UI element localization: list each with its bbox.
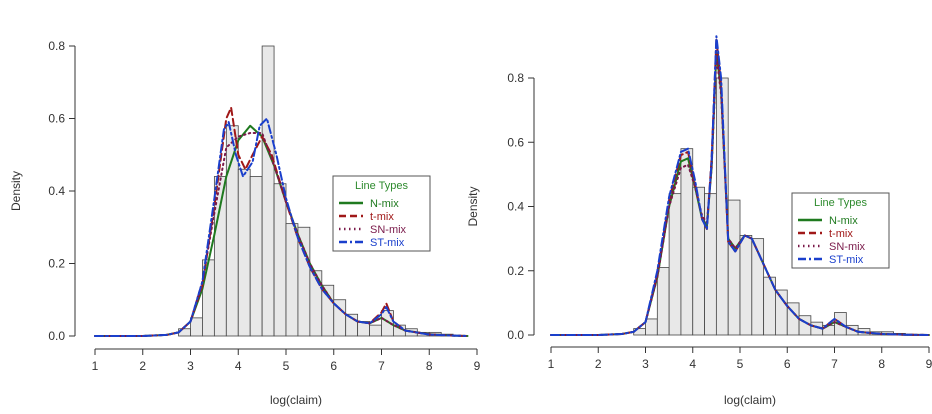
x-tick-label: 7 [378, 359, 385, 373]
histogram [633, 77, 906, 336]
x-tick-label: 9 [474, 359, 481, 373]
y-tick-label: 0.8 [507, 71, 524, 85]
series-line-st-mix [94, 117, 469, 337]
histogram-bar [656, 267, 670, 336]
histogram-bar [273, 183, 287, 337]
legend-box [791, 192, 890, 269]
right-density-plot: 0.0 0.2 0.4 0.6 0.8 1 2 3 4 5 6 7 8 9 log(claim) Densit… [466, 35, 932, 407]
y-axis-title: Density [9, 171, 23, 211]
x-tick-label: 5 [737, 357, 744, 371]
y-tick-label: 0.8 [48, 39, 65, 53]
histogram-bar [692, 186, 705, 336]
y-tick-label: 0.6 [507, 135, 524, 149]
x-tick-label: 6 [330, 359, 337, 373]
x-tick-label: 7 [831, 357, 838, 371]
x-tick-label: 2 [595, 357, 602, 371]
density-curves [550, 35, 930, 336]
y-axis-title: Density [466, 186, 480, 226]
legend-label: t-mix [370, 211, 394, 223]
legend-label: SN-mix [829, 241, 866, 253]
histogram-bar [249, 176, 263, 337]
x-tick-label: 2 [139, 359, 146, 373]
histogram-bar [739, 235, 753, 336]
histogram-bar [237, 168, 251, 337]
histogram-bar [645, 318, 658, 336]
legend-label: ST-mix [370, 237, 405, 249]
legend-title: Line Types [814, 197, 868, 209]
legend-label: N-mix [829, 215, 858, 227]
y-tick-label: 0.0 [507, 328, 524, 342]
legend-label: ST-mix [829, 254, 864, 266]
y-tick-label: 0.2 [48, 257, 65, 271]
histogram-bar [369, 324, 382, 337]
legend-label: SN-mix [370, 224, 407, 236]
y-tick-label: 0.4 [48, 184, 65, 198]
x-tick-label: 4 [235, 359, 242, 373]
density-curves [94, 106, 469, 337]
x-tick-label: 1 [92, 359, 99, 373]
histogram [178, 45, 454, 337]
x-tick-label: 6 [784, 357, 791, 371]
y-tick-label: 0.2 [507, 264, 524, 278]
histogram-bar [261, 45, 275, 337]
histogram-bar [727, 199, 741, 336]
histogram-bar [190, 317, 203, 337]
x-tick-label: 8 [878, 357, 885, 371]
histogram-bar [668, 193, 682, 336]
x-tick-label: 8 [426, 359, 433, 373]
x-axis-title: log(claim) [270, 393, 322, 407]
histogram-bar [213, 176, 227, 337]
x-axis-title: log(claim) [724, 393, 776, 407]
x-tick-label: 3 [187, 359, 194, 373]
x-tick-label: 5 [283, 359, 290, 373]
series-line-st-mix [550, 35, 930, 336]
y-tick-label: 0.6 [48, 112, 65, 126]
histogram-bar [704, 193, 717, 336]
y-tick-label: 0.0 [48, 329, 65, 343]
x-tick-label: 1 [548, 357, 555, 371]
histogram-bar [285, 223, 299, 337]
x-tick-label: 3 [642, 357, 649, 371]
y-tick-label: 0.4 [507, 200, 524, 214]
x-tick-label: 4 [689, 357, 696, 371]
legend-label: N-mix [370, 198, 399, 210]
legend-label: t-mix [829, 228, 853, 240]
legend-box [332, 175, 431, 252]
left-density-plot: 0.0 0.2 0.4 0.6 0.8 1 2 3 4 5 6 7 8 9 log(claim) Densit… [9, 39, 481, 407]
x-tick-label: 9 [926, 357, 932, 371]
legend-title: Line Types [355, 180, 409, 192]
